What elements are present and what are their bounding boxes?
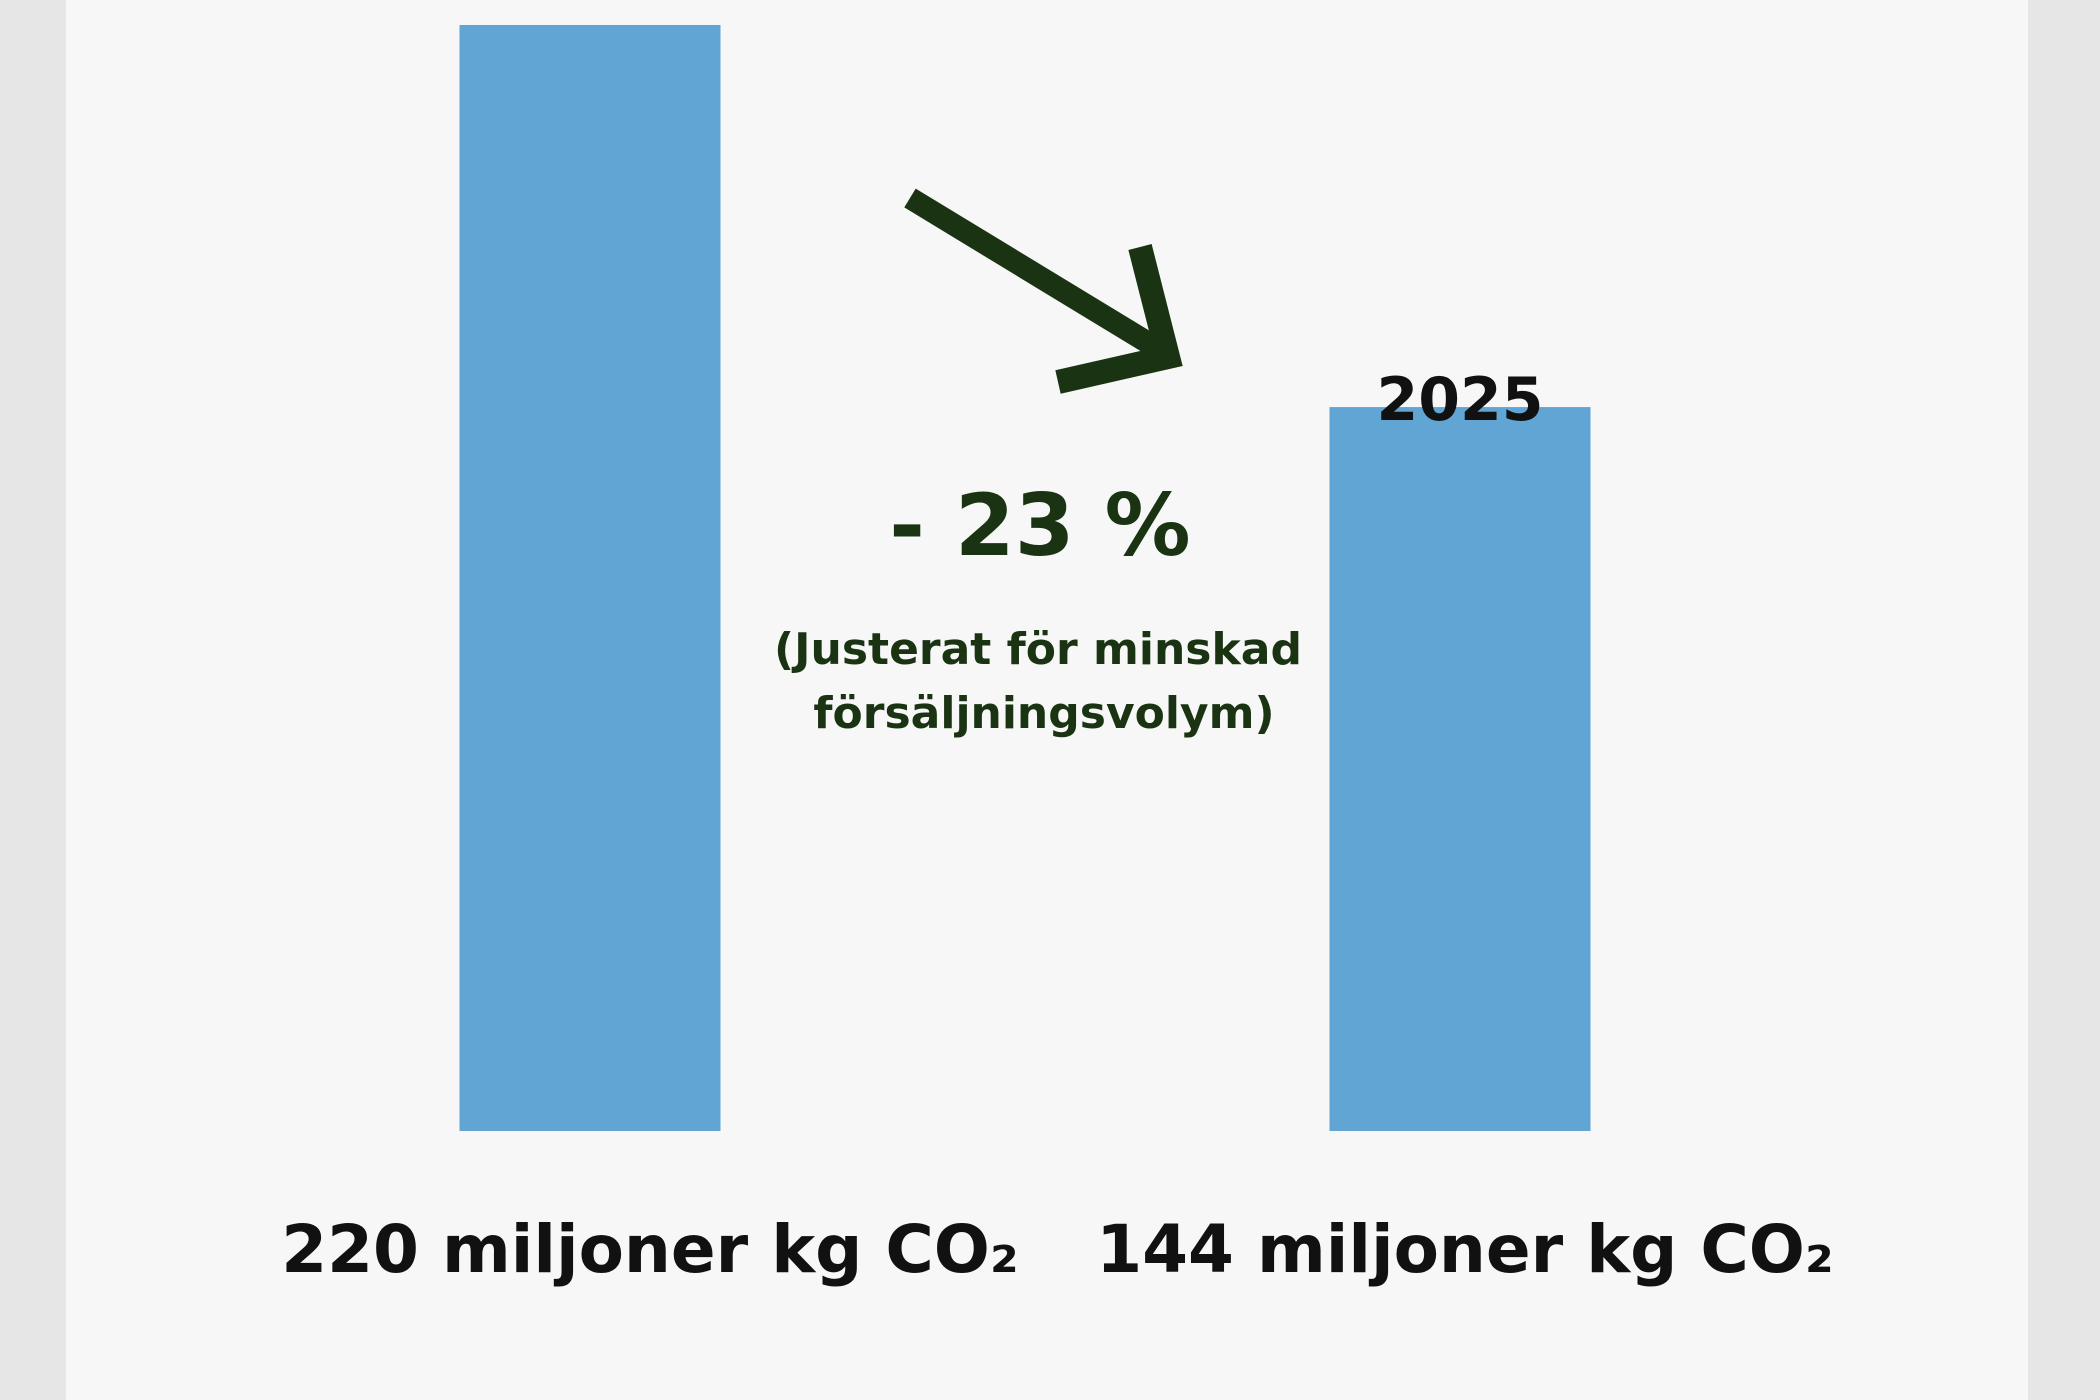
bar-value-label-2: 144 miljoner kg CO₂ bbox=[1096, 1211, 1834, 1288]
bar-year-label-2025: 2025 bbox=[1377, 365, 1544, 435]
chart-panel bbox=[66, 0, 2028, 1400]
bars-group bbox=[459, 25, 1591, 1131]
bar-1 bbox=[459, 25, 721, 1131]
arrow-head bbox=[1055, 244, 1183, 394]
adjustment-note-line-1: (Justerat för minskad bbox=[774, 624, 1302, 675]
arrow-down-right-icon bbox=[904, 188, 1183, 394]
adjustment-note-line-2: försäljningsvolym) bbox=[813, 688, 1274, 739]
bar-2 bbox=[1329, 407, 1591, 1131]
arrow-shaft bbox=[904, 188, 1166, 360]
bar-value-label-1: 220 miljoner kg CO₂ bbox=[281, 1211, 1019, 1288]
change-percent-label: - 23 % bbox=[889, 476, 1190, 576]
